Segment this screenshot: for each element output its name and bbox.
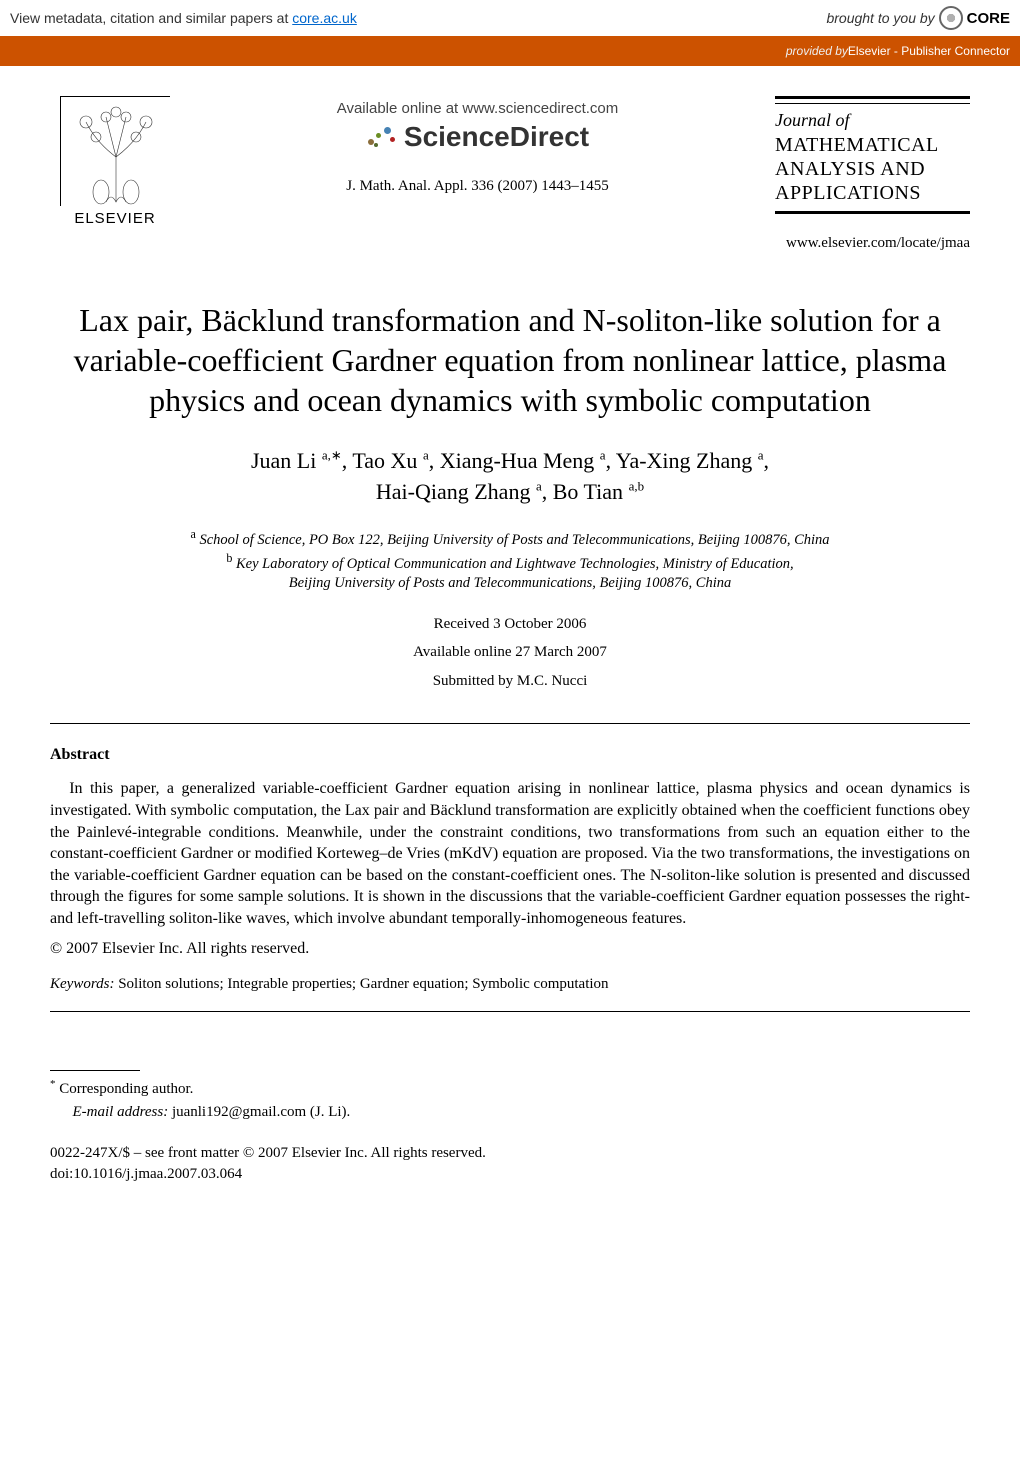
keywords-label: Keywords: bbox=[50, 976, 114, 992]
footnote-rule bbox=[50, 1070, 140, 1071]
core-left-prefix: View metadata, citation and similar pape… bbox=[10, 10, 292, 26]
abstract-body: In this paper, a generalized variable-co… bbox=[50, 778, 970, 929]
affiliation-a: a School of Science, PO Box 122, Beijing… bbox=[50, 526, 970, 550]
core-banner-right: brought to you by CORE bbox=[826, 6, 1010, 30]
provider-name: Elsevier - Publisher Connector bbox=[848, 44, 1010, 58]
article-dates: Received 3 October 2006 Available online… bbox=[50, 610, 970, 696]
email-label: E-mail address: bbox=[73, 1104, 169, 1120]
date-submitted: Submitted by M.C. Nucci bbox=[50, 667, 970, 696]
journal-title-2: ANALYSIS AND bbox=[775, 157, 970, 181]
provider-strip: provided by Elsevier - Publisher Connect… bbox=[0, 36, 1020, 66]
authors: Juan Li a,∗, Tao Xu a, Xiang-Hua Meng a,… bbox=[50, 446, 970, 508]
core-logo-icon bbox=[939, 6, 963, 30]
email-value: juanli192@gmail.com (J. Li). bbox=[168, 1104, 350, 1120]
authors-line-2: Hai-Qiang Zhang a, Bo Tian a,b bbox=[50, 477, 970, 508]
rule-below-keywords bbox=[50, 1011, 970, 1012]
date-received: Received 3 October 2006 bbox=[50, 610, 970, 639]
affiliation-b: b Key Laboratory of Optical Communicatio… bbox=[50, 550, 970, 594]
rule-above-abstract bbox=[50, 723, 970, 724]
journal-of-text: Journal of bbox=[775, 110, 970, 131]
email-footnote: E-mail address: juanli192@gmail.com (J. … bbox=[50, 1102, 970, 1123]
core-banner-left: View metadata, citation and similar pape… bbox=[10, 10, 357, 26]
elsevier-name: ELSEVIER bbox=[50, 210, 180, 227]
page-content: ELSEVIER Available online at www.science… bbox=[0, 66, 1020, 1225]
journal-header: ELSEVIER Available online at www.science… bbox=[50, 96, 970, 227]
journal-title-1: MATHEMATICAL bbox=[775, 133, 970, 157]
keywords-text: Soliton solutions; Integrable properties… bbox=[114, 976, 608, 992]
corresponding-author-footnote: * Corresponding author. bbox=[50, 1077, 970, 1100]
journal-title-block: Journal of MATHEMATICAL ANALYSIS AND APP… bbox=[775, 96, 970, 214]
doi-line: doi:10.1016/j.jmaa.2007.03.064 bbox=[50, 1164, 970, 1185]
sciencedirect-text: ScienceDirect bbox=[404, 121, 589, 153]
date-available: Available online 27 March 2007 bbox=[50, 638, 970, 667]
core-logo-text: CORE bbox=[967, 10, 1010, 27]
core-logo[interactable]: CORE bbox=[939, 6, 1010, 30]
keywords: Keywords: Soliton solutions; Integrable … bbox=[50, 976, 970, 993]
center-header-block: Available online at www.sciencedirect.co… bbox=[180, 96, 775, 195]
authors-line-1: Juan Li a,∗, Tao Xu a, Xiang-Hua Meng a,… bbox=[50, 446, 970, 477]
issn-line: 0022-247X/$ – see front matter © 2007 El… bbox=[50, 1143, 970, 1164]
abstract-copyright: © 2007 Elsevier Inc. All rights reserved… bbox=[50, 940, 970, 958]
abstract-heading: Abstract bbox=[50, 746, 970, 764]
journal-reference: J. Math. Anal. Appl. 336 (2007) 1443–145… bbox=[180, 178, 775, 195]
provided-by-label: provided by bbox=[786, 44, 848, 58]
core-link[interactable]: core.ac.uk bbox=[292, 10, 357, 26]
available-online-text: Available online at www.sciencedirect.co… bbox=[180, 100, 775, 117]
affiliations: a School of Science, PO Box 122, Beijing… bbox=[50, 526, 970, 594]
corresponding-text: Corresponding author. bbox=[59, 1081, 193, 1097]
article-identifier: 0022-247X/$ – see front matter © 2007 El… bbox=[50, 1143, 970, 1185]
journal-title-3: APPLICATIONS bbox=[775, 181, 970, 205]
asterisk-icon: * bbox=[50, 1078, 56, 1090]
journal-url: www.elsevier.com/locate/jmaa bbox=[50, 235, 970, 252]
elsevier-block: ELSEVIER bbox=[50, 96, 180, 227]
core-right-prefix: brought to you by bbox=[826, 10, 934, 26]
elsevier-tree-logo bbox=[60, 96, 170, 206]
sciencedirect-icon bbox=[366, 123, 398, 151]
core-banner: View metadata, citation and similar pape… bbox=[0, 0, 1020, 36]
sciencedirect-logo: ScienceDirect bbox=[366, 121, 589, 153]
article-title: Lax pair, Bäcklund transformation and N-… bbox=[50, 300, 970, 420]
